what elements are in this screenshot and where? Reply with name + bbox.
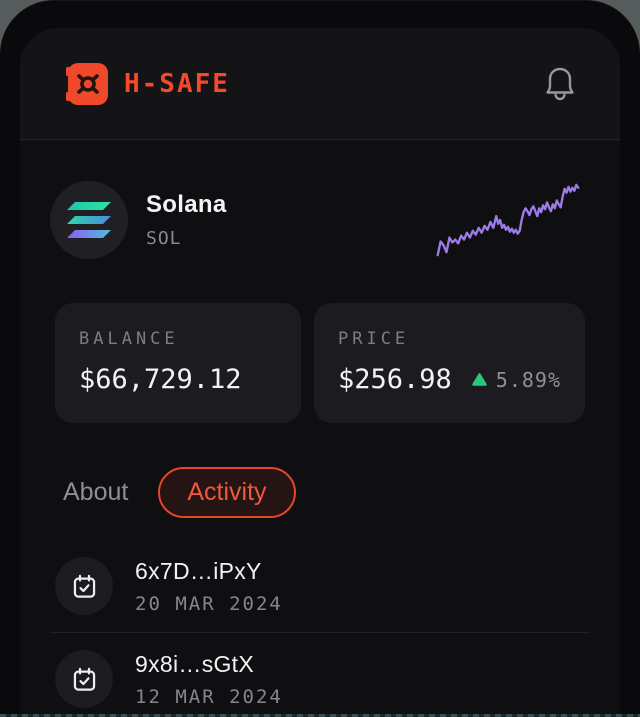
- activity-text: 6x7D…iPxY 20 MAR 2024: [135, 558, 283, 615]
- price-label: PRICE: [337, 329, 410, 349]
- app-header: H-SAFE: [20, 28, 620, 140]
- activity-row[interactable]: 6x7D…iPxY 20 MAR 2024: [20, 544, 620, 628]
- token-avatar: [50, 181, 128, 259]
- price-card: PRICE $256.98 5.89%: [313, 303, 585, 423]
- token-summary: Solana SOL: [20, 141, 620, 261]
- up-triangle-icon: [472, 373, 487, 386]
- safe-dial-icon: [66, 62, 108, 105]
- price-value: $256.98: [337, 364, 452, 395]
- balance-value: $66,729.12: [79, 364, 242, 395]
- balance-card: BALANCE $66,729.12: [55, 303, 301, 423]
- token-symbol: SOL: [146, 228, 182, 249]
- price-sparkline: [436, 183, 580, 257]
- activity-title: 9x8i…sGtX: [135, 650, 255, 677]
- activity-date: 12 MAR 2024: [135, 685, 283, 708]
- app-logo: [64, 62, 108, 106]
- price-change: 5.89%: [472, 368, 561, 392]
- stat-cards: BALANCE $66,729.12 PRICE $256.98 5.89%: [55, 303, 585, 423]
- balance-label: BALANCE: [79, 329, 179, 349]
- activity-avatar: [55, 650, 113, 708]
- activity-row[interactable]: 9x8i…sGtX 12 MAR 2024: [20, 637, 620, 717]
- calendar-check-icon: [73, 574, 95, 598]
- bottom-edge-artifact: [0, 714, 640, 717]
- tab-activity[interactable]: Activity: [158, 467, 296, 518]
- token-name: Solana: [146, 191, 227, 218]
- main-content: Solana SOL BALANCE $66,729.12 PRICE: [20, 141, 620, 717]
- app-panel: H-SAFE: [20, 28, 620, 717]
- tab-bar: About Activity: [63, 467, 585, 518]
- list-divider: [50, 632, 590, 633]
- bell-icon: [546, 67, 574, 100]
- token-info: Solana SOL: [146, 191, 227, 249]
- notifications-button[interactable]: [542, 64, 578, 104]
- activity-text: 9x8i…sGtX 12 MAR 2024: [135, 651, 283, 708]
- activity-title: 6x7D…iPxY: [135, 557, 262, 584]
- price-sparkline-path: [436, 183, 580, 257]
- activity-date: 20 MAR 2024: [135, 592, 283, 615]
- tab-about[interactable]: About: [63, 478, 129, 506]
- activity-list: 6x7D…iPxY 20 MAR 2024: [20, 544, 620, 717]
- activity-avatar: [55, 557, 113, 615]
- price-change-pct: 5.89%: [495, 367, 561, 392]
- calendar-check-icon: [73, 667, 95, 691]
- app-title: H-SAFE: [124, 68, 230, 99]
- solana-icon: [67, 202, 111, 238]
